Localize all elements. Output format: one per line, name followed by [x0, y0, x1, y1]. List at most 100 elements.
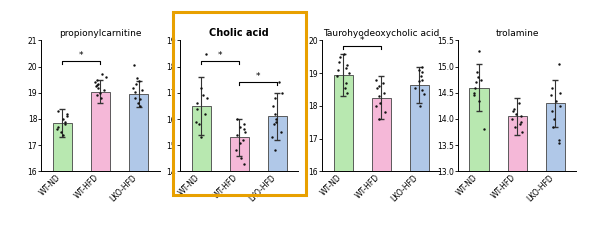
- Point: [235, 141, 244, 144]
- Point: [340, 86, 350, 90]
- Point: [62, 114, 72, 118]
- Text: *: *: [360, 36, 365, 45]
- Point: [472, 70, 482, 74]
- Point: [270, 96, 280, 100]
- Point: [53, 128, 62, 131]
- Point: [59, 133, 68, 137]
- Bar: [372, 98, 391, 238]
- Point: [554, 62, 563, 66]
- Point: [271, 112, 280, 116]
- Point: [232, 117, 241, 121]
- Point: [235, 125, 245, 129]
- Bar: [53, 123, 72, 238]
- Point: [475, 99, 484, 103]
- Point: [101, 75, 111, 79]
- Point: [92, 78, 102, 82]
- Title: Cholic acid: Cholic acid: [209, 28, 269, 38]
- Point: [547, 86, 556, 89]
- Point: [469, 94, 478, 97]
- Point: [415, 104, 425, 108]
- Point: [476, 78, 485, 82]
- Bar: [191, 106, 211, 238]
- Point: [339, 52, 348, 55]
- Bar: [333, 75, 353, 238]
- Point: [511, 112, 521, 116]
- Point: [516, 114, 525, 118]
- Point: [60, 122, 70, 126]
- Point: [379, 91, 389, 95]
- Point: [372, 78, 381, 82]
- Point: [192, 107, 202, 110]
- Bar: [268, 116, 287, 238]
- Bar: [410, 85, 429, 238]
- Point: [381, 110, 390, 114]
- Point: [95, 91, 105, 95]
- Point: [550, 117, 559, 121]
- Point: [60, 120, 70, 124]
- Point: [555, 91, 564, 95]
- Point: [270, 149, 280, 152]
- Point: [278, 91, 287, 95]
- Point: [132, 77, 142, 80]
- Bar: [129, 94, 148, 238]
- Point: [231, 149, 241, 152]
- Bar: [91, 91, 110, 238]
- Point: [271, 120, 281, 124]
- Point: [469, 91, 478, 95]
- Point: [134, 101, 143, 105]
- Text: *: *: [218, 51, 223, 60]
- Point: [551, 99, 560, 103]
- Point: [344, 71, 353, 75]
- Point: [342, 63, 352, 67]
- Point: [134, 79, 144, 83]
- Point: [196, 86, 206, 89]
- Point: [372, 104, 381, 108]
- Point: [268, 104, 278, 108]
- Point: [56, 130, 66, 134]
- Point: [200, 112, 209, 116]
- Point: [63, 112, 72, 116]
- Point: [341, 66, 350, 70]
- Point: [130, 89, 139, 93]
- Bar: [469, 88, 489, 238]
- Point: [192, 101, 202, 105]
- Point: [342, 91, 351, 95]
- Point: [129, 86, 138, 89]
- Point: [372, 86, 382, 90]
- Point: [54, 109, 63, 113]
- Point: [547, 109, 557, 113]
- Point: [517, 130, 527, 134]
- Point: [90, 80, 100, 84]
- Point: [269, 122, 279, 126]
- Title: trolamine: trolamine: [495, 29, 539, 38]
- Point: [374, 117, 384, 121]
- Point: [419, 93, 428, 96]
- Point: [202, 52, 211, 55]
- Point: [375, 94, 384, 98]
- Point: [92, 83, 102, 87]
- Point: [194, 122, 204, 126]
- Point: [335, 60, 344, 64]
- Point: [554, 141, 564, 144]
- Point: [510, 125, 519, 129]
- Point: [475, 49, 484, 53]
- Point: [59, 117, 68, 121]
- Point: [199, 94, 208, 97]
- Point: [508, 109, 518, 113]
- Point: [333, 74, 342, 78]
- Point: [546, 94, 556, 97]
- Point: [93, 82, 103, 85]
- Point: [277, 130, 286, 134]
- Point: [342, 81, 351, 85]
- Bar: [545, 103, 565, 238]
- Point: [268, 135, 277, 139]
- Point: [196, 135, 205, 139]
- Point: [239, 122, 249, 126]
- Point: [92, 94, 102, 97]
- Point: [417, 70, 427, 74]
- Point: [99, 88, 109, 92]
- Point: [375, 101, 384, 104]
- Text: *: *: [256, 72, 261, 81]
- Point: [274, 80, 283, 84]
- Text: *: *: [79, 51, 84, 60]
